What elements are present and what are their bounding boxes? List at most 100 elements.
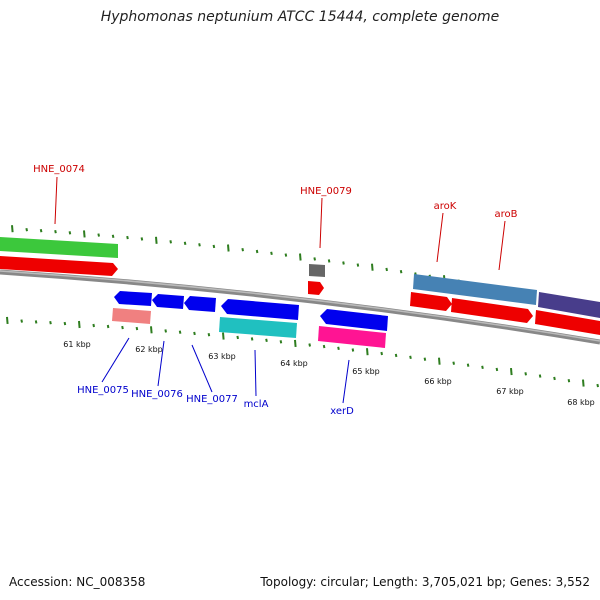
label-arok: aroK <box>434 201 457 212</box>
label-hne-0074: HNE_0074 <box>33 164 85 175</box>
minor-tick <box>322 344 326 349</box>
gene-hne-0075-cds[interactable] <box>114 291 152 306</box>
minor-tick <box>68 231 72 235</box>
minor-tick <box>212 244 216 249</box>
minor-tick <box>342 261 345 265</box>
leader-hne-0074 <box>54 176 58 225</box>
minor-tick <box>34 320 38 324</box>
minor-tick <box>399 270 403 274</box>
gene-xerd-bar[interactable] <box>318 326 386 348</box>
major-tick <box>510 368 513 376</box>
minor-tick <box>140 237 144 241</box>
minor-tick <box>596 383 599 388</box>
leader-hne-0079 <box>319 197 323 249</box>
gene-arok-bar[interactable] <box>413 274 537 305</box>
minor-tick <box>279 340 283 344</box>
minor-tick <box>394 353 398 358</box>
minor-tick <box>337 346 340 350</box>
accession-text: Accession: NC_008358 <box>9 575 146 589</box>
minor-tick <box>193 331 196 336</box>
scale-label: 64 kbp <box>280 359 308 368</box>
gene-arok-cds[interactable] <box>410 292 452 311</box>
minor-tick <box>524 372 527 376</box>
gene-mcla-bar[interactable] <box>219 317 297 338</box>
minor-tick <box>270 251 273 255</box>
label-hne-0076: HNE_0076 <box>131 389 183 400</box>
major-tick <box>155 236 158 244</box>
gene-arob-cds[interactable] <box>451 298 533 323</box>
minor-tick <box>255 249 259 254</box>
tick-marks-bottom <box>6 316 599 388</box>
minor-tick <box>452 361 455 365</box>
minor-tick <box>126 235 129 240</box>
label-mcla: mclA <box>244 399 269 410</box>
major-tick <box>83 230 86 238</box>
genome-backbone-highlight <box>0 270 600 342</box>
major-tick <box>6 316 9 324</box>
minor-tick <box>198 243 201 247</box>
gene-hne-0075-bar[interactable] <box>112 308 151 324</box>
gene-hne-0079-bar[interactable] <box>309 264 325 277</box>
gene-hne-0074-cds[interactable] <box>0 256 118 276</box>
minor-tick <box>553 376 556 381</box>
leader-arob <box>498 220 506 271</box>
leader-hne-0076 <box>157 340 165 387</box>
minor-tick <box>495 367 499 372</box>
scale-label: 67 kbp <box>496 387 524 396</box>
minor-tick <box>385 267 388 272</box>
minor-tick <box>39 229 43 233</box>
label-xerd: xerD <box>330 406 354 417</box>
minor-tick <box>121 325 124 330</box>
genome-summary-text: Topology: circular; Length: 3,705,021 bp… <box>260 575 590 589</box>
minor-tick <box>351 348 355 352</box>
major-tick <box>366 348 369 356</box>
minor-tick <box>466 363 470 367</box>
major-tick <box>371 263 374 271</box>
gene-xerd-cds[interactable] <box>320 309 388 331</box>
minor-tick <box>538 374 542 378</box>
minor-tick <box>49 321 52 325</box>
minor-tick <box>92 323 95 328</box>
major-tick <box>582 379 585 387</box>
label-hne-0079: HNE_0079 <box>300 186 352 197</box>
scale-label: 61 kbp <box>63 340 91 349</box>
major-tick <box>78 320 81 329</box>
major-tick <box>227 244 230 252</box>
minor-tick <box>313 257 316 261</box>
label-hne-0075: HNE_0075 <box>77 385 129 396</box>
gene-next-cds[interactable] <box>535 310 600 335</box>
leader-mcla <box>254 349 257 397</box>
leader-hne-0077 <box>191 344 213 393</box>
scale-label: 66 kbp <box>424 377 452 386</box>
minor-tick <box>327 259 331 263</box>
minor-tick <box>481 365 484 369</box>
minor-tick <box>236 335 239 340</box>
minor-tick <box>250 337 254 341</box>
minor-tick <box>111 234 115 238</box>
scale-label: 62 kbp <box>135 345 163 354</box>
gene-hne-0079-cds[interactable] <box>308 281 324 295</box>
gene-next-bar[interactable] <box>538 292 600 318</box>
minor-tick <box>308 343 311 347</box>
minor-tick <box>409 355 412 359</box>
minor-tick <box>423 357 427 361</box>
minor-tick <box>97 233 100 237</box>
minor-tick <box>380 351 383 356</box>
gene-hne-0074-bar[interactable] <box>0 237 118 258</box>
minor-tick <box>63 321 67 326</box>
minor-tick <box>54 230 57 234</box>
minor-tick <box>284 253 288 257</box>
scale-label: 65 kbp <box>352 367 380 376</box>
minor-tick <box>265 338 268 342</box>
genome-backbone <box>0 269 600 345</box>
minor-tick <box>106 324 110 329</box>
leader-arok <box>436 212 444 263</box>
gene-hne-0077-cds[interactable] <box>184 296 216 312</box>
gene-hne-0076-cds[interactable] <box>152 294 184 309</box>
label-arob: aroB <box>495 209 518 220</box>
major-tick <box>438 357 441 365</box>
major-tick <box>222 332 225 340</box>
minor-tick <box>164 329 167 333</box>
gene-mcla-cds[interactable] <box>221 299 299 320</box>
